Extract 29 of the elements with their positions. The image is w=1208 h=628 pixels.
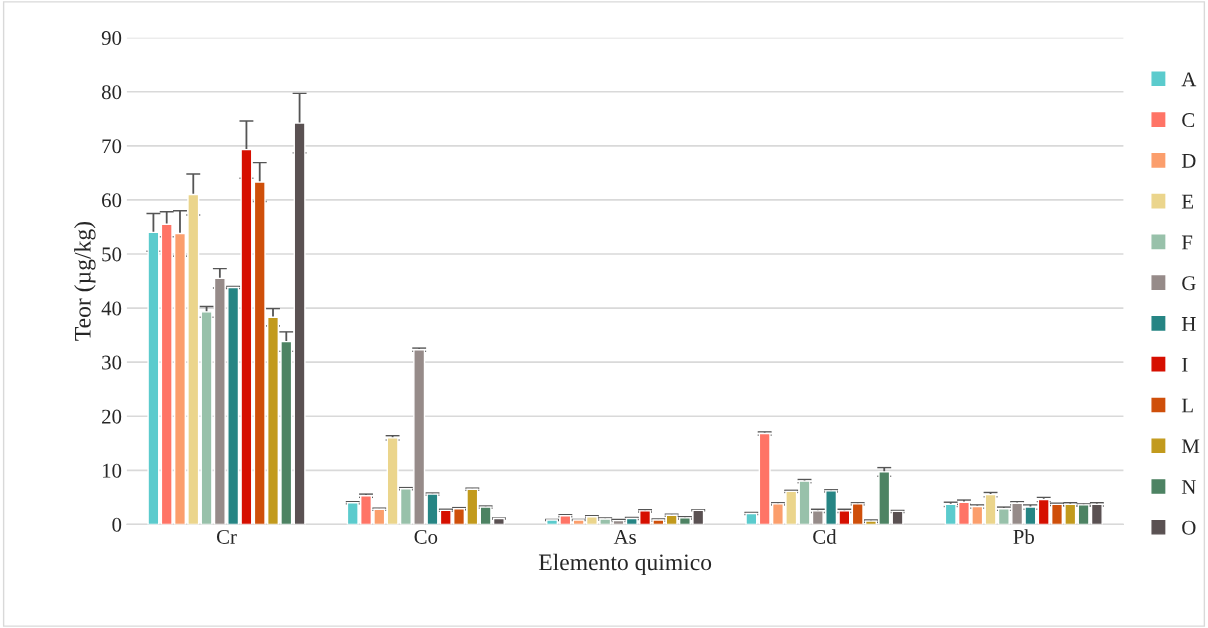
legend-label: A [1181, 72, 1197, 87]
y-tick-label: 50 [102, 247, 122, 262]
y-tick-label: 40 [101, 301, 122, 316]
legend-label: D [1181, 154, 1196, 168]
legend-label: H [1181, 317, 1196, 331]
y-tick-label: 20 [102, 409, 122, 424]
legend-label: O [1182, 520, 1196, 535]
x-tick-label: Co [414, 529, 438, 544]
y-tick-label: 10 [102, 463, 122, 478]
legend-label: L [1181, 398, 1193, 413]
x-tick-label: Cr [216, 529, 237, 544]
legend-label: G [1182, 276, 1196, 291]
legend-label: C [1182, 113, 1195, 128]
x-tick-label: Cd [813, 529, 837, 544]
y-tick-label: 70 [102, 139, 122, 154]
y-tick-label: 30 [102, 355, 122, 370]
legend-label: M [1181, 439, 1200, 454]
y-tick-label: 60 [102, 193, 122, 208]
legend-label: F [1181, 235, 1193, 250]
legend-label: N [1181, 480, 1196, 494]
x-tick-label: As [613, 529, 636, 544]
y-axis-title: Teor (µg/kg) [74, 222, 96, 341]
legend-label: E [1181, 194, 1194, 209]
y-tick-label: 0 [112, 517, 122, 532]
x-axis-title: Elemento quimico [538, 553, 712, 576]
x-tick-label: Pb [1013, 529, 1034, 544]
y-tick-label: 90 [101, 31, 122, 46]
legend-label: I [1182, 357, 1188, 372]
y-tick-label: 80 [101, 85, 122, 100]
